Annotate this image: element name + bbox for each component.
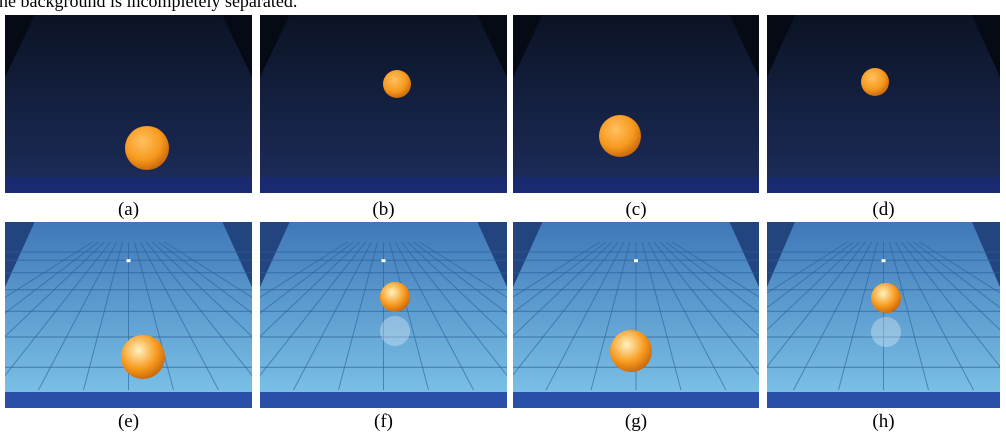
photo xyxy=(5,222,252,408)
photo xyxy=(513,222,759,408)
panel-label: (d) xyxy=(854,199,914,221)
panel-label: (e) xyxy=(99,411,159,433)
panel-label: (g) xyxy=(606,411,666,433)
photo xyxy=(513,15,759,193)
photo xyxy=(767,222,1000,408)
panel-label: (a) xyxy=(99,199,159,221)
panel-label: (f) xyxy=(354,411,414,433)
panel-label: (b) xyxy=(354,199,414,221)
caption-fragment: the background is incompletely separated… xyxy=(0,0,297,12)
panel-label: (h) xyxy=(854,411,914,433)
photo xyxy=(767,15,1000,193)
photo xyxy=(260,222,507,408)
panel-label: (c) xyxy=(606,199,666,221)
photo xyxy=(5,15,252,193)
photo xyxy=(260,15,507,193)
page: the background is incompletely separated… xyxy=(0,0,1006,434)
